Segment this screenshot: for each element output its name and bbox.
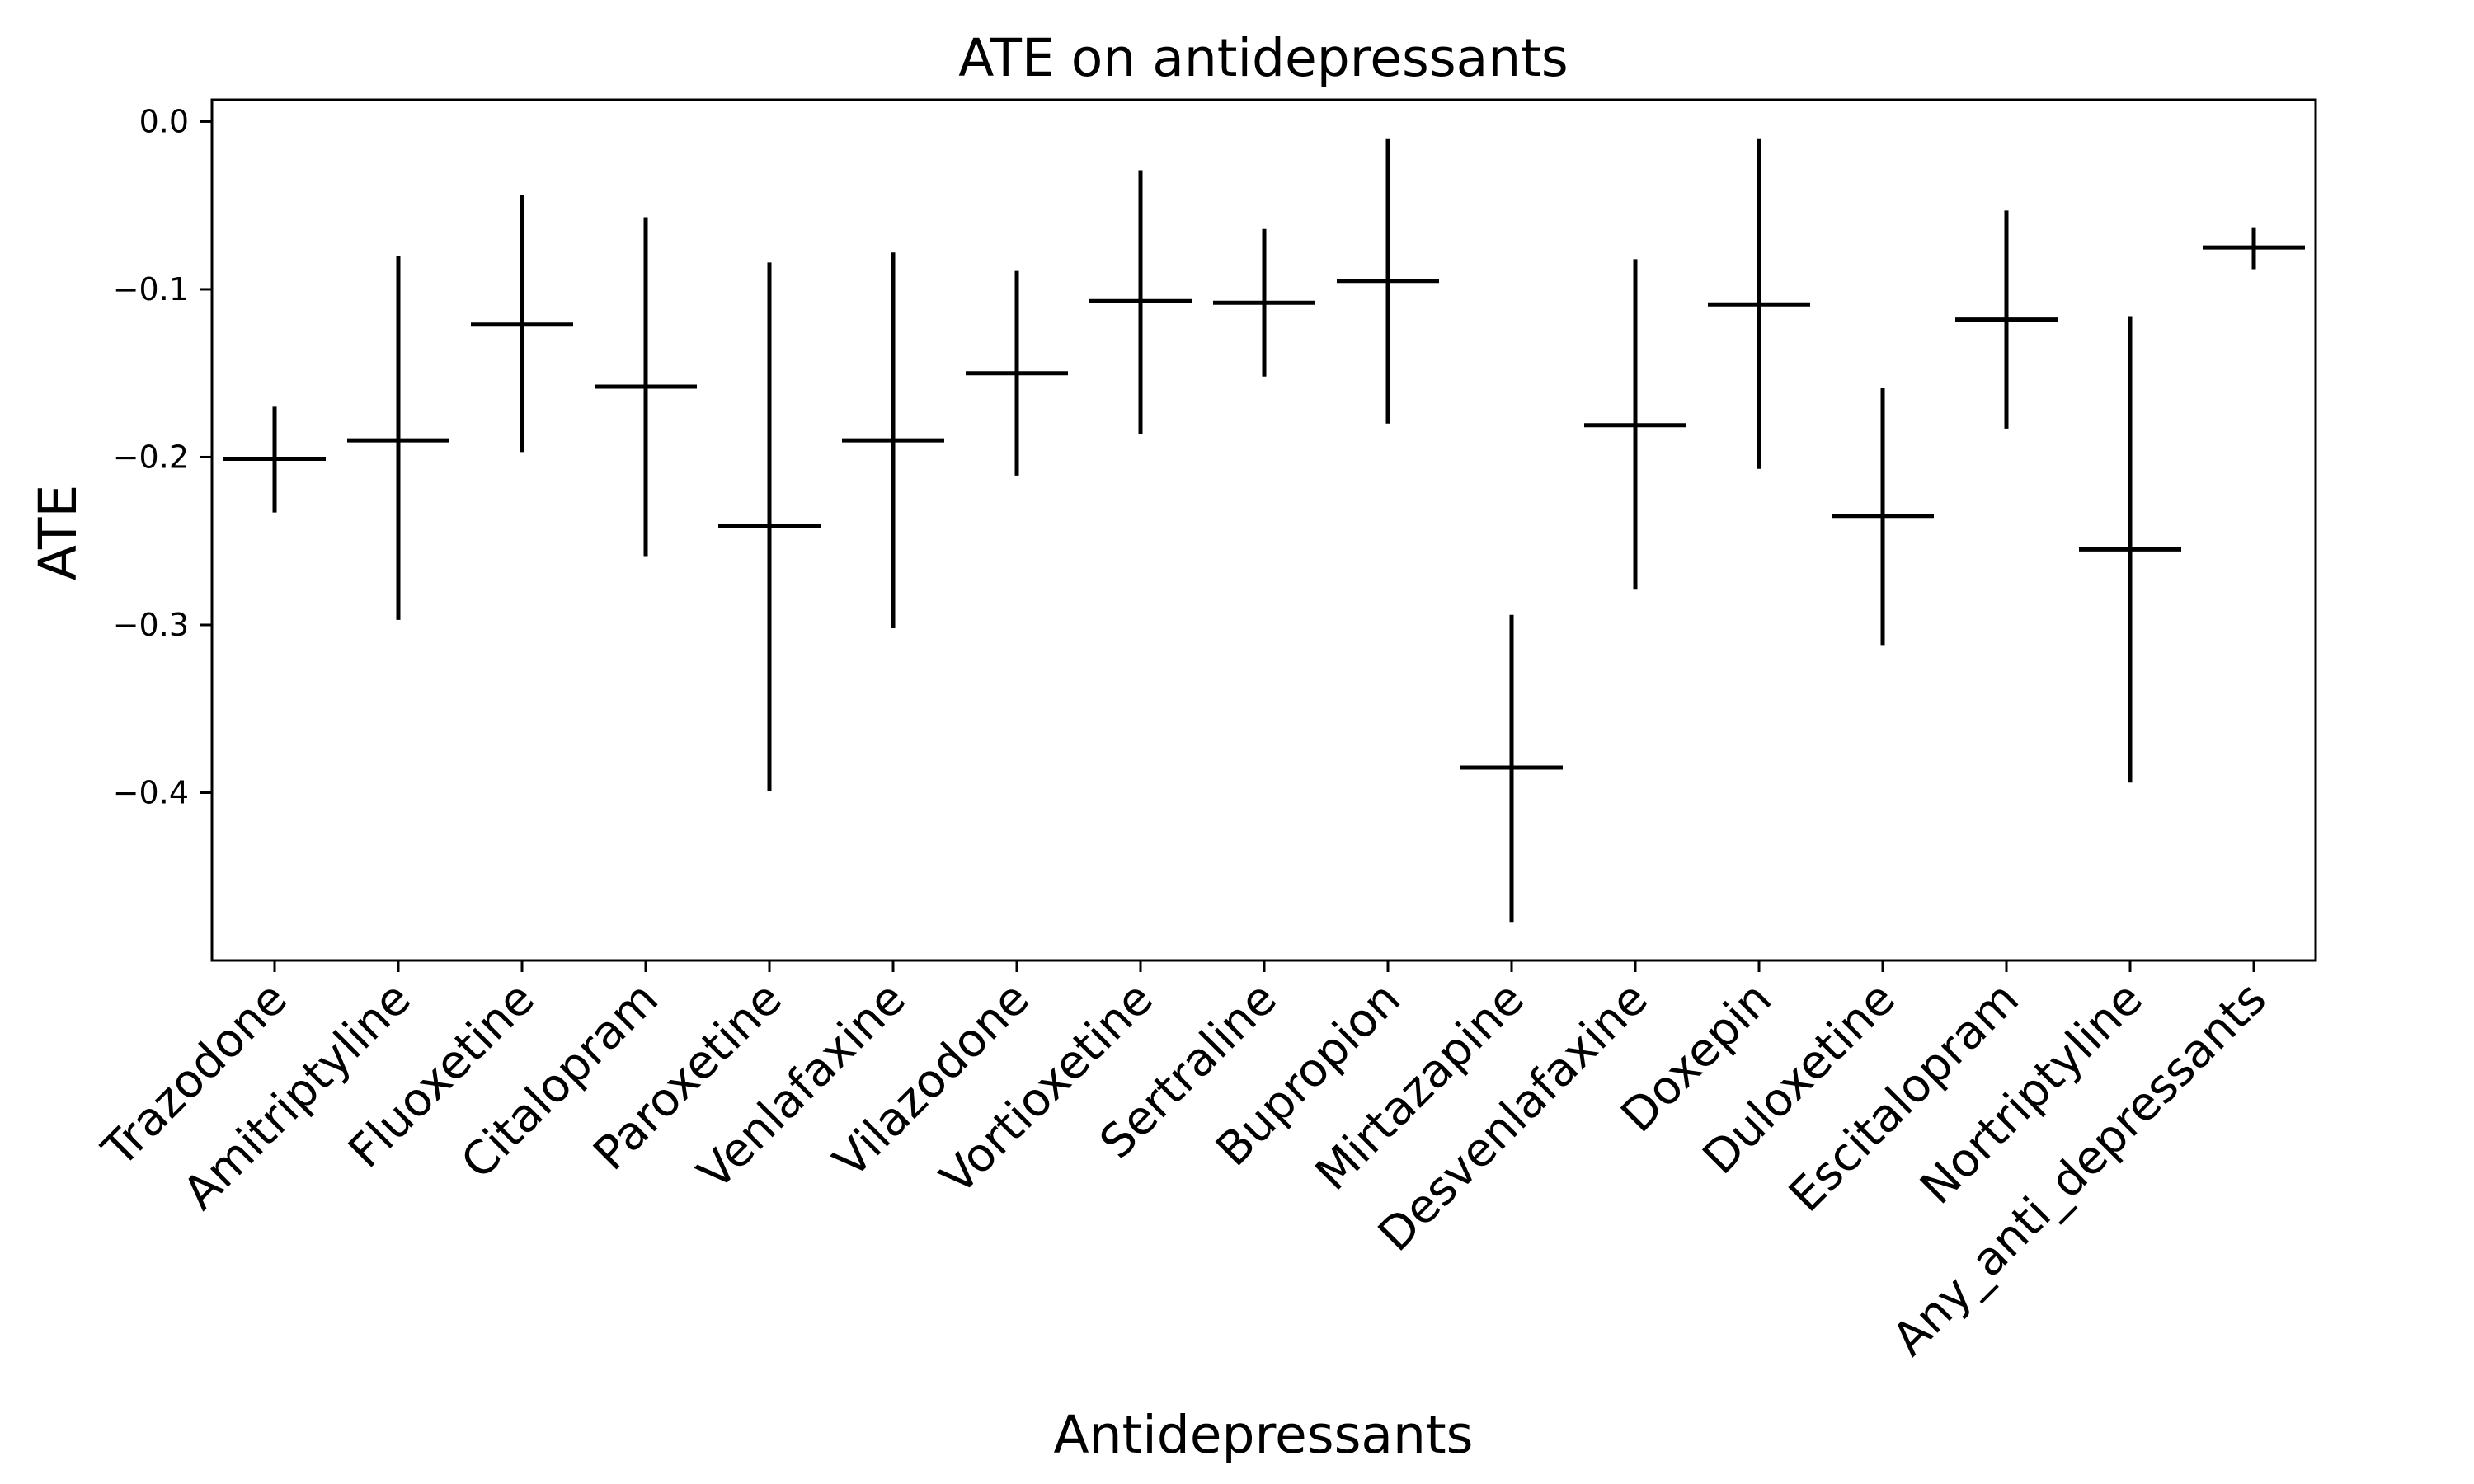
chart-title: ATE on antidepressants bbox=[958, 28, 1568, 88]
y-tick-label: −0.2 bbox=[113, 439, 189, 475]
y-tick-label: −0.3 bbox=[113, 607, 189, 643]
y-tick-label: 0.0 bbox=[139, 103, 189, 139]
plot-frame bbox=[210, 98, 2317, 962]
x-axis-label: Antidepressants bbox=[1054, 1405, 1474, 1465]
y-tick-label: −0.1 bbox=[113, 271, 189, 308]
y-tick-label: −0.4 bbox=[113, 774, 189, 810]
x-tick-label: Vortioxetine bbox=[930, 972, 1164, 1205]
y-axis-label: ATE bbox=[28, 485, 88, 581]
plot-area: 0.0−0.1−0.2−0.3−0.4TrazodoneAmitriptylin… bbox=[92, 98, 2317, 1366]
